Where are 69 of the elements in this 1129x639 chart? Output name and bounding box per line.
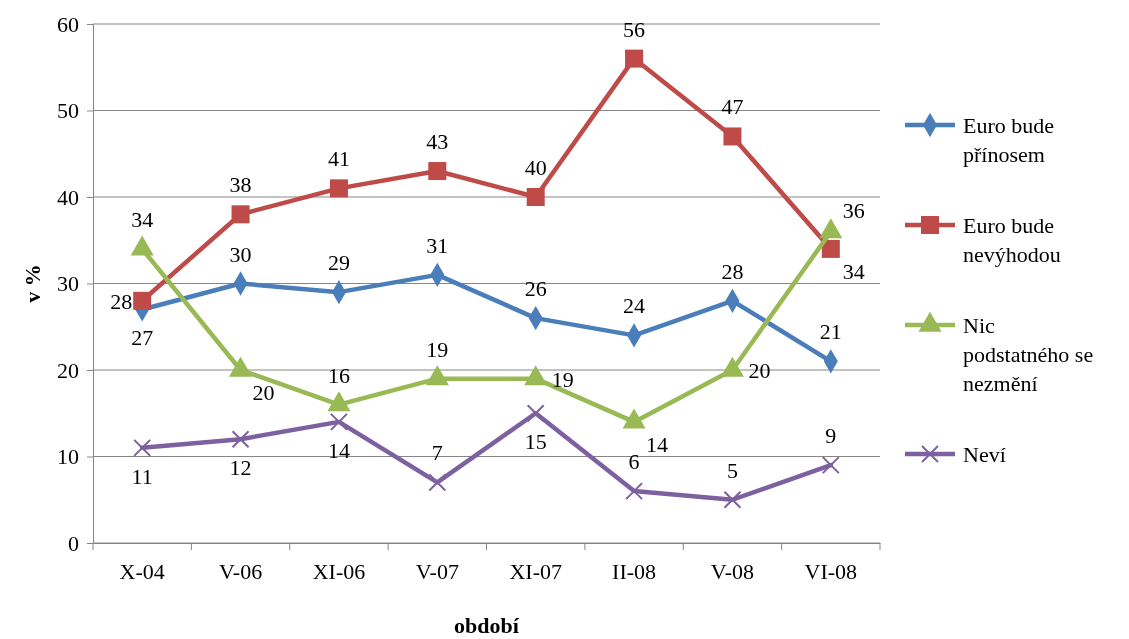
data-label: 27 bbox=[131, 325, 154, 351]
point bbox=[329, 179, 348, 198]
y-tick-label: 10 bbox=[57, 444, 79, 470]
point bbox=[526, 188, 545, 206]
point bbox=[723, 490, 742, 509]
data-label: 34 bbox=[842, 258, 865, 284]
point bbox=[133, 291, 152, 310]
x-tick-label: X-04 bbox=[119, 558, 165, 584]
y-tick-label: 60 bbox=[57, 11, 79, 37]
x-tick-label: II-08 bbox=[612, 558, 657, 584]
data-label: 28 bbox=[721, 258, 744, 284]
data-label: 19 bbox=[551, 366, 574, 392]
y-axis-title: v % bbox=[20, 264, 45, 303]
x-tick-label: V-07 bbox=[415, 558, 459, 584]
x-tick-label: VI-08 bbox=[804, 558, 858, 584]
point bbox=[231, 430, 250, 449]
data-label: 43 bbox=[426, 129, 449, 155]
legend-label: Nic podstatného se nezmění bbox=[963, 313, 1094, 396]
x-tick-label: V-08 bbox=[710, 558, 755, 584]
data-label: 47 bbox=[721, 94, 744, 120]
point bbox=[526, 404, 545, 423]
x-tick-label: V-06 bbox=[218, 558, 263, 584]
data-label: 19 bbox=[426, 336, 449, 362]
data-label: 41 bbox=[327, 146, 350, 172]
data-label: 5 bbox=[726, 457, 738, 483]
y-tick-label: 20 bbox=[57, 357, 79, 383]
x-tick-label: XI-07 bbox=[509, 558, 562, 584]
data-label: 12 bbox=[229, 455, 252, 481]
data-label: 9 bbox=[825, 423, 837, 449]
point bbox=[625, 482, 644, 501]
data-label: 29 bbox=[327, 250, 350, 276]
legend-label: Euro bude přínosem bbox=[963, 113, 1055, 167]
data-label: 34 bbox=[131, 206, 154, 232]
point bbox=[723, 127, 742, 146]
data-label: 36 bbox=[842, 197, 865, 223]
point bbox=[821, 239, 840, 258]
data-label: 56 bbox=[623, 16, 646, 42]
data-label: 30 bbox=[229, 241, 252, 267]
data-label: 28 bbox=[110, 288, 133, 314]
y-tick-label: 50 bbox=[57, 98, 79, 124]
point bbox=[133, 438, 152, 457]
x-axis-title: období bbox=[454, 613, 520, 638]
data-label: 26 bbox=[524, 276, 547, 302]
data-label: 31 bbox=[426, 232, 449, 258]
data-label: 24 bbox=[623, 293, 646, 319]
point bbox=[329, 412, 348, 431]
data-label: 14 bbox=[327, 437, 350, 463]
legend-label: Euro bude nevýhodou bbox=[963, 213, 1061, 267]
y-tick-label: 0 bbox=[68, 530, 79, 556]
data-label: 20 bbox=[748, 358, 771, 383]
data-label: 16 bbox=[327, 362, 350, 388]
data-label: 14 bbox=[646, 431, 669, 457]
data-label: 20 bbox=[252, 380, 275, 405]
point bbox=[625, 49, 644, 68]
y-tick-label: 30 bbox=[57, 271, 79, 297]
data-label: 21 bbox=[819, 319, 842, 345]
data-label: 6 bbox=[628, 449, 640, 475]
data-label: 15 bbox=[524, 429, 547, 455]
point bbox=[428, 162, 447, 181]
data-label: 40 bbox=[524, 155, 547, 180]
y-tick-label: 40 bbox=[57, 184, 79, 210]
data-label: 7 bbox=[431, 440, 443, 466]
point bbox=[231, 205, 250, 224]
data-label: 11 bbox=[131, 463, 153, 489]
point bbox=[428, 473, 447, 492]
data-label: 38 bbox=[229, 172, 252, 198]
legend-label: Neví bbox=[963, 442, 1006, 467]
x-tick-label: XI-06 bbox=[312, 558, 366, 584]
point bbox=[821, 456, 840, 475]
